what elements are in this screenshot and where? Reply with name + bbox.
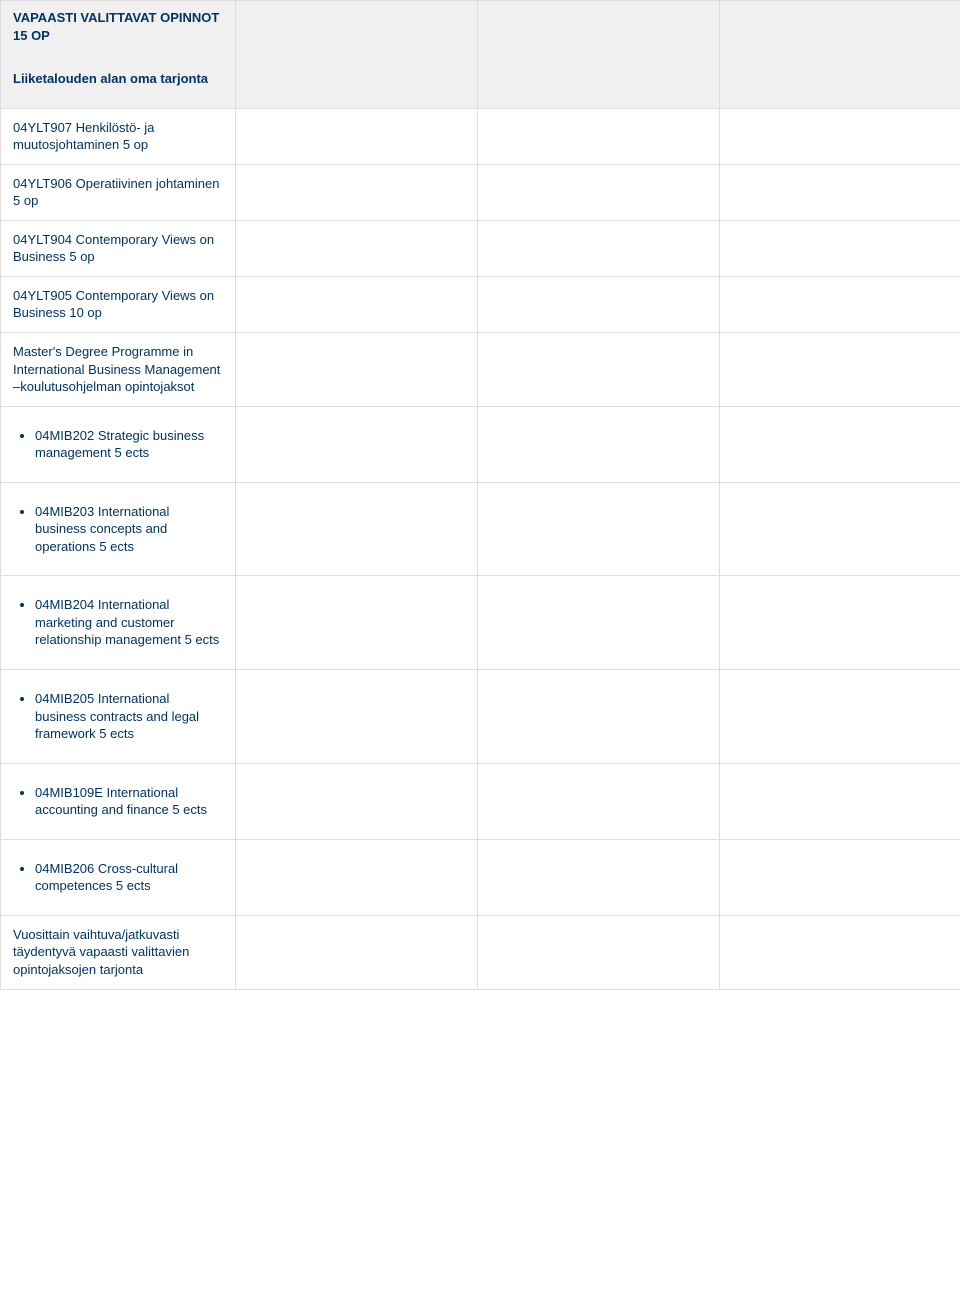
empty-cell (236, 406, 478, 482)
table-row: 04MIB202 Strategic business management 5… (1, 406, 960, 482)
table-row: 04MIB205 International business contract… (1, 670, 960, 764)
table-row: 04YLT907 Henkilöstö- ja muutosjohtaminen… (1, 108, 960, 164)
empty-cell (478, 406, 720, 482)
empty-cell (478, 763, 720, 839)
course-text: 04YLT904 Contemporary Views on Business … (13, 231, 223, 266)
empty-cell (236, 763, 478, 839)
empty-cell (236, 670, 478, 764)
empty-cell (236, 915, 478, 989)
empty-cell (478, 670, 720, 764)
list-item: 04MIB205 International business contract… (35, 690, 223, 743)
empty-cell (236, 482, 478, 576)
bullet-list: 04MIB203 International business concepts… (35, 503, 223, 556)
section-title: VAPAASTI VALITTAVAT OPINNOT 15 OP (13, 9, 223, 44)
course-text: Vuosittain vaihtuva/jatkuvasti täydentyv… (13, 926, 223, 979)
empty-cell (478, 108, 720, 164)
empty-cell (236, 333, 478, 407)
course-text: Master's Degree Programme in Internation… (13, 343, 223, 396)
empty-cell (478, 164, 720, 220)
bullet-list: 04MIB202 Strategic business management 5… (35, 427, 223, 462)
table-row: 04MIB206 Cross-cultural competences 5 ec… (1, 839, 960, 915)
list-item: 04MIB203 International business concepts… (35, 503, 223, 556)
course-text: 04YLT905 Contemporary Views on Business … (13, 287, 223, 322)
empty-cell (720, 482, 960, 576)
bullet-list: 04MIB109E International accounting and f… (35, 784, 223, 819)
empty-cell (720, 220, 960, 276)
bullet-list: 04MIB205 International business contract… (35, 690, 223, 743)
curriculum-table: VAPAASTI VALITTAVAT OPINNOT 15 OP Liiket… (0, 0, 960, 990)
empty-cell (478, 915, 720, 989)
empty-cell (236, 576, 478, 670)
empty-cell (236, 839, 478, 915)
table-row: 04YLT905 Contemporary Views on Business … (1, 276, 960, 332)
empty-cell (236, 276, 478, 332)
bullet-list: 04MIB204 International marketing and cus… (35, 596, 223, 649)
empty-cell (720, 108, 960, 164)
empty-cell (478, 220, 720, 276)
sub-heading: Liiketalouden alan oma tarjonta (13, 62, 223, 88)
course-text: 04YLT907 Henkilöstö- ja muutosjohtaminen… (13, 119, 223, 154)
empty-cell (236, 108, 478, 164)
table-row: 04MIB204 International marketing and cus… (1, 576, 960, 670)
empty-cell (236, 164, 478, 220)
empty-cell (478, 276, 720, 332)
list-item: 04MIB204 International marketing and cus… (35, 596, 223, 649)
empty-cell (720, 276, 960, 332)
empty-cell (720, 406, 960, 482)
empty-cell (478, 839, 720, 915)
empty-cell (236, 1, 478, 109)
table-row: 04MIB203 International business concepts… (1, 482, 960, 576)
empty-cell (720, 839, 960, 915)
list-item: 04MIB109E International accounting and f… (35, 784, 223, 819)
table-row: 04YLT904 Contemporary Views on Business … (1, 220, 960, 276)
table-row: VAPAASTI VALITTAVAT OPINNOT 15 OP Liiket… (1, 1, 960, 109)
empty-cell (478, 1, 720, 109)
empty-cell (720, 576, 960, 670)
table-row: 04YLT906 Operatiivinen johtaminen 5 op (1, 164, 960, 220)
empty-cell (478, 333, 720, 407)
empty-cell (720, 915, 960, 989)
table-row: 04MIB109E International accounting and f… (1, 763, 960, 839)
empty-cell (720, 670, 960, 764)
empty-cell (720, 164, 960, 220)
list-item: 04MIB206 Cross-cultural competences 5 ec… (35, 860, 223, 895)
table-row: Master's Degree Programme in Internation… (1, 333, 960, 407)
list-item: 04MIB202 Strategic business management 5… (35, 427, 223, 462)
empty-cell (720, 1, 960, 109)
empty-cell (720, 333, 960, 407)
empty-cell (720, 763, 960, 839)
empty-cell (236, 220, 478, 276)
bullet-list: 04MIB206 Cross-cultural competences 5 ec… (35, 860, 223, 895)
empty-cell (478, 576, 720, 670)
course-text: 04YLT906 Operatiivinen johtaminen 5 op (13, 175, 223, 210)
empty-cell (478, 482, 720, 576)
table-row: Vuosittain vaihtuva/jatkuvasti täydentyv… (1, 915, 960, 989)
